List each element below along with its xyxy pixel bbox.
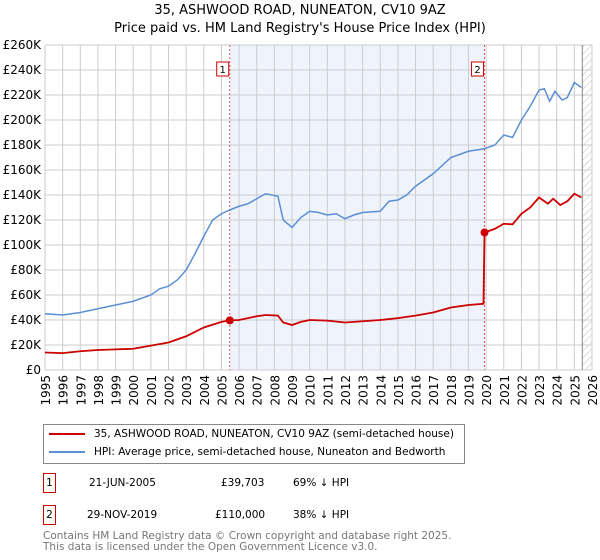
title-line-1: 35, ASHWOOD ROAD, NUNEATON, CV10 9AZ (154, 3, 446, 18)
x-tick-label: 1998 (92, 375, 106, 406)
price-paid-line (44, 192, 582, 355)
legend-item-hpi: HPI: Average price, semi-detached house,… (44, 443, 464, 461)
x-tick-label: 2023 (533, 375, 547, 406)
chart-title: 35, ASHWOOD ROAD, NUNEATON, CV10 9AZ Pri… (0, 2, 600, 38)
transaction-row: 2 29-NOV-2019 £110,000 38% ↓ HPI (43, 505, 443, 525)
x-tick-label: 2016 (410, 375, 424, 406)
legend-label-hpi: HPI: Average price, semi-detached house,… (94, 446, 446, 458)
legend-swatch-price (49, 433, 85, 435)
x-tick-label: 2018 (445, 375, 459, 406)
x-tick-label: 2008 (268, 375, 282, 406)
sale-badge-label: 1 (220, 65, 226, 76)
x-tick-label: 2021 (498, 375, 512, 406)
y-tick-label: £240K (3, 63, 43, 77)
transaction-price: £110,000 (215, 509, 266, 521)
hpi-line (44, 81, 582, 316)
x-tick-label: 2007 (251, 375, 265, 406)
footer: Contains HM Land Registry data © Crown c… (43, 531, 451, 552)
y-tick-label: £0 (26, 363, 41, 377)
x-tick-label: 2022 (515, 375, 529, 406)
x-tick-label: 2003 (180, 375, 194, 406)
x-tick-label: 2000 (127, 375, 141, 406)
sale-badge (216, 61, 230, 77)
y-tick-label: £40K (10, 313, 42, 327)
x-tick-label: 2015 (392, 375, 406, 406)
transaction-badge: 2 (43, 505, 56, 525)
footer-copyright: Contains HM Land Registry data © Crown c… (43, 530, 452, 542)
y-tick-label: £100K (3, 238, 43, 252)
sale-point (225, 316, 234, 325)
y-tick-label: £200K (3, 113, 43, 127)
x-tick-label: 2012 (339, 375, 353, 406)
legend-item-price: 35, ASHWOOD ROAD, NUNEATON, CV10 9AZ (se… (44, 425, 464, 443)
future-hatch (582, 45, 592, 370)
transaction-date: 21-JUN-2005 (89, 477, 156, 489)
x-tick-label: 2013 (357, 375, 371, 406)
x-tick-label: 2010 (304, 375, 318, 406)
legend-swatch-hpi (49, 451, 85, 453)
transaction-price: £39,703 (221, 477, 265, 489)
sale-point (480, 228, 489, 237)
x-tick-label: 2002 (163, 375, 177, 406)
y-tick-label: £160K (3, 163, 43, 177)
transaction-date: 29-NOV-2019 (87, 509, 158, 521)
transaction-hpi: 69% ↓ HPI (293, 477, 350, 489)
x-tick-label: 2006 (233, 375, 247, 406)
y-tick-label: £220K (3, 88, 43, 102)
y-tick-label: £260K (3, 38, 43, 52)
y-tick-label: £60K (10, 288, 42, 302)
x-tick-label: 2009 (286, 375, 300, 406)
y-tick-label: £180K (3, 138, 43, 152)
y-tick-label: £140K (3, 188, 43, 202)
x-tick-label: 1995 (39, 375, 53, 406)
y-tick-label: £20K (10, 338, 42, 352)
legend-label-price: 35, ASHWOOD ROAD, NUNEATON, CV10 9AZ (se… (94, 428, 454, 440)
x-tick-label: 2005 (215, 375, 229, 406)
y-tick-label: £80K (10, 263, 42, 277)
x-tick-label: 2025 (568, 375, 582, 406)
x-tick-label: 2024 (551, 375, 565, 406)
x-tick-label: 1997 (74, 375, 88, 406)
transaction-row: 1 21-JUN-2005 £39,703 69% ↓ HPI (43, 473, 443, 493)
x-tick-label: 1996 (57, 375, 71, 406)
x-tick-label: 2014 (374, 375, 388, 406)
x-tick-label: 2020 (480, 375, 494, 406)
x-tick-label: 2011 (321, 375, 335, 406)
transaction-badge: 1 (43, 473, 56, 493)
x-tick-label: 2017 (427, 375, 441, 406)
sale-badge-label: 2 (474, 65, 480, 76)
sale-badge (471, 61, 485, 77)
x-tick-label: 1999 (110, 375, 124, 406)
x-tick-label: 2026 (586, 375, 600, 406)
title-line-2: Price paid vs. HM Land Registry's House … (114, 21, 486, 36)
x-tick-label: 2001 (145, 375, 159, 406)
footer-licence: This data is licensed under the Open Gov… (43, 540, 378, 553)
x-tick-label: 2019 (462, 375, 476, 406)
transaction-hpi: 38% ↓ HPI (293, 509, 350, 521)
price-chart: 1995 1996 1997 1998 1999 2000 2001 2002 2003 2004… (3, 38, 600, 406)
x-tick-label: 2004 (198, 375, 212, 406)
legend: 35, ASHWOOD ROAD, NUNEATON, CV10 9AZ (se… (43, 424, 465, 464)
y-tick-label: £120K (3, 213, 43, 227)
